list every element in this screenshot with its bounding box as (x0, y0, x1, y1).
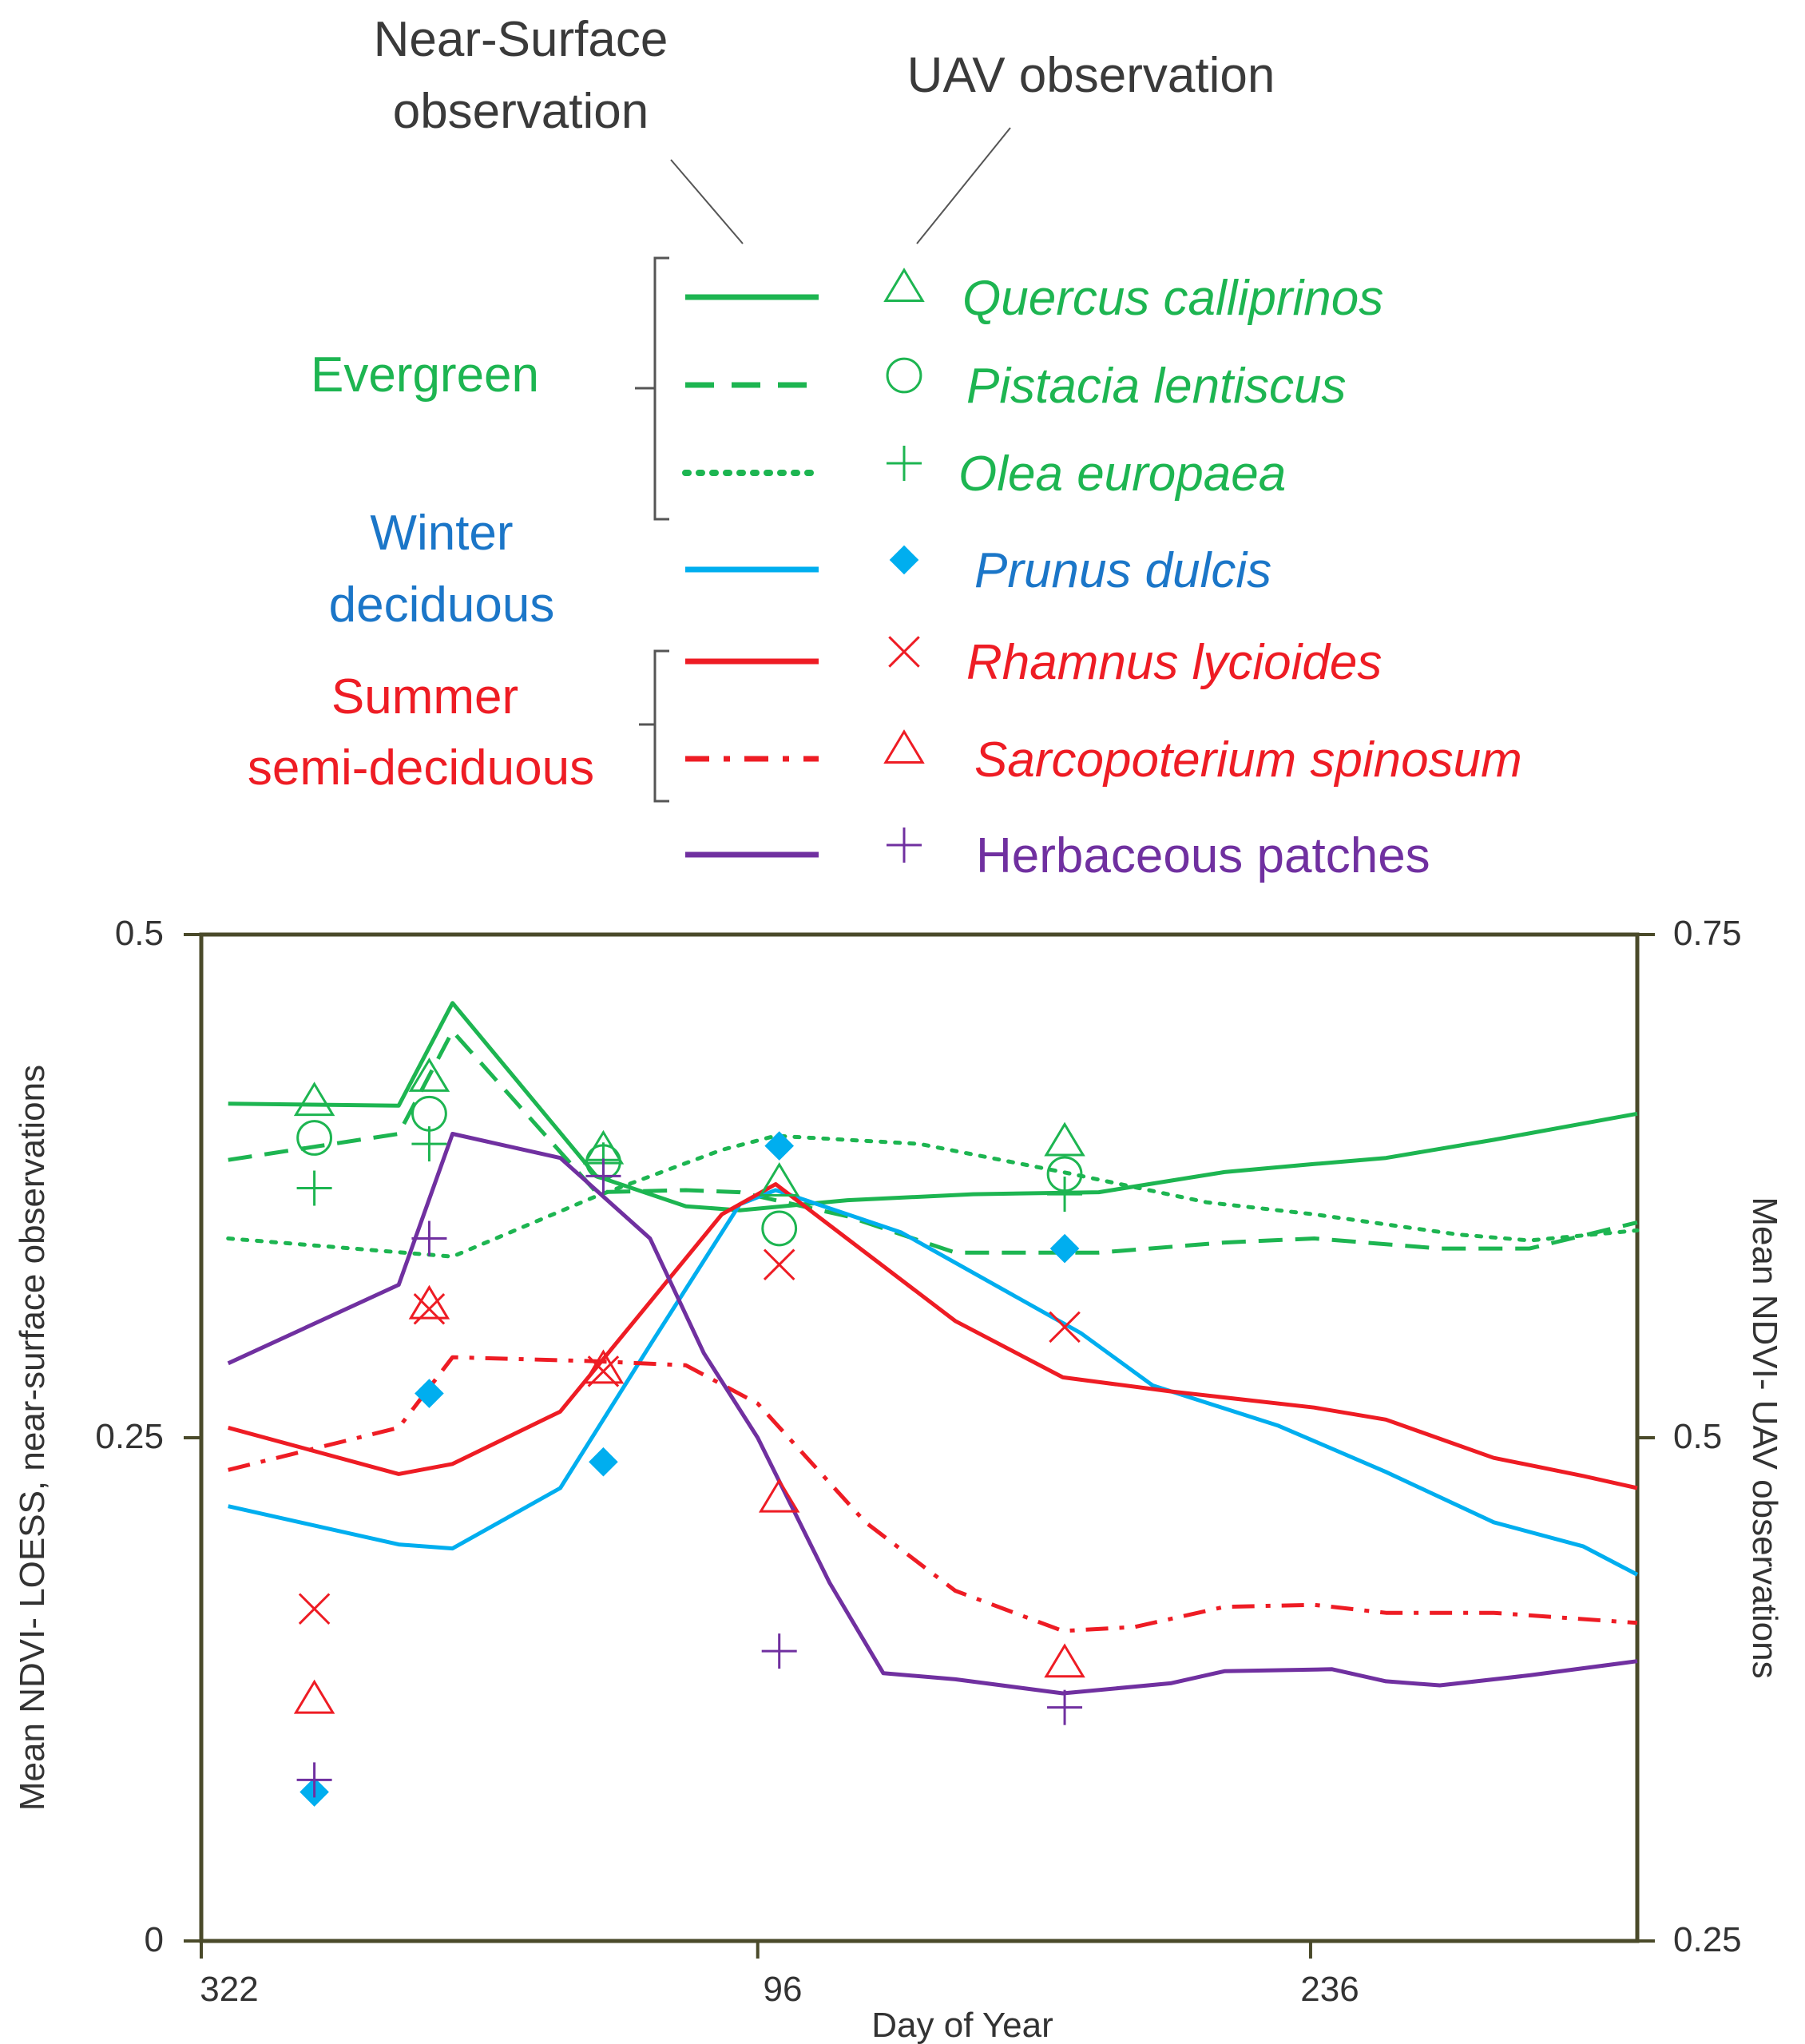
y-tick-label-0.5: 0.5 (115, 914, 164, 953)
summer-bracket (639, 649, 669, 803)
group-label-summer-line1: Summer (331, 669, 518, 724)
group-label-winter-line1: Winter (370, 506, 513, 561)
uav-point-olea-europaea-3 (1047, 1177, 1083, 1213)
uav-pointer (916, 127, 1011, 244)
legend-marker-pistacia-lentiscus (886, 357, 922, 394)
group-label-evergreen: Evergreen (311, 347, 539, 403)
legend: Near-Surface observation UAV observation… (248, 12, 1522, 883)
plot-area: 0 0.25 0.5 0.25 0.5 0.75 322 96 236 Day … (13, 914, 1784, 2044)
series-line-herbaceous-patches (227, 1132, 1638, 1696)
uav-point-prunus-dulcis-4 (1049, 1233, 1080, 1264)
uav-point-sarcopoterium-spinosum-2 (582, 1349, 625, 1384)
uav-point-sarcopoterium-spinosum-3 (758, 1478, 800, 1513)
uav-point-rhamnus-lycioides-3 (763, 1248, 795, 1281)
legend-label-pistacia-lentiscus: Pistacia lentiscus (966, 359, 1347, 414)
group-label-summer-line2: semi-deciduous (248, 740, 594, 796)
uav-point-sarcopoterium-spinosum-1 (408, 1284, 450, 1320)
near-surface-header-line1: Near-Surface (374, 12, 668, 67)
uav-point-rhamnus-lycioides-0 (298, 1593, 331, 1625)
legend-marker-herbaceous-patches (887, 828, 922, 863)
series-lines (226, 1001, 1640, 1696)
y2-tick-label-0.75: 0.75 (1673, 914, 1742, 953)
uav-point-quercus-calliprinos-0 (293, 1082, 335, 1117)
series-line-rhamnus-lycioides (228, 1182, 1638, 1490)
evergreen-bracket (635, 256, 669, 521)
uav-point-herbaceous-patches-2 (585, 1158, 621, 1194)
uav-point-pistacia-lentiscus-1 (411, 1095, 447, 1132)
legend-label-quercus-calliprinos: Quercus calliprinos (962, 271, 1383, 326)
uav-header: UAV observation (907, 48, 1275, 103)
uav-point-prunus-dulcis-1 (415, 1379, 444, 1408)
legend-marker-quercus-calliprinos (883, 268, 925, 302)
series-line-prunus-dulcis (228, 1188, 1639, 1577)
uav-point-sarcopoterium-spinosum-4 (1044, 1643, 1085, 1678)
plot-frame (199, 932, 1640, 1943)
uav-point-pistacia-lentiscus-3 (761, 1210, 798, 1247)
y2-tick-label-0.25: 0.25 (1673, 1920, 1742, 1959)
near-surface-pointer (670, 159, 744, 244)
legend-label-olea-europaea: Olea europaea (958, 447, 1286, 502)
uav-point-herbaceous-patches-4 (1047, 1689, 1083, 1725)
uav-point-sarcopoterium-spinosum-0 (293, 1679, 335, 1714)
y-axis-title: Mean NDVI- LOESS, near-surface observati… (13, 1065, 52, 1811)
uav-point-quercus-calliprinos-3 (758, 1162, 800, 1197)
y-tick-label-0: 0 (145, 1920, 164, 1959)
uav-point-rhamnus-lycioides-4 (1049, 1311, 1081, 1343)
near-surface-header-line2: observation (393, 84, 649, 139)
legend-label-herbaceous-patches: Herbaceous patches (976, 828, 1430, 883)
x-tick-label-96: 96 (764, 1970, 803, 2009)
y2-tick-label-0.5: 0.5 (1673, 1417, 1722, 1456)
uav-point-prunus-dulcis-3 (764, 1131, 795, 1161)
legend-label-sarcopoterium-spinosum: Sarcopoterium spinosum (974, 732, 1522, 788)
x-axis-title: Day of Year (871, 2006, 1053, 2044)
uav-point-prunus-dulcis-2 (589, 1447, 618, 1477)
legend-marker-prunus-dulcis (889, 545, 919, 575)
x-tick-label-236: 236 (1300, 1970, 1359, 2009)
uav-point-olea-europaea-1 (411, 1126, 447, 1162)
series-line-quercus-calliprinos (228, 1001, 1638, 1213)
uav-point-quercus-calliprinos-4 (1044, 1121, 1085, 1157)
uav-point-quercus-calliprinos-1 (408, 1058, 450, 1092)
uav-point-herbaceous-patches-0 (296, 1762, 332, 1798)
uav-point-rhamnus-lycioides-2 (587, 1355, 620, 1387)
y2-axis-title: Mean NDVI- UAV observations (1745, 1197, 1784, 1678)
axis-ticks (184, 933, 1655, 1959)
legend-label-rhamnus-lycioides: Rhamnus lycioides (966, 635, 1382, 690)
series-line-pistacia-lentiscus (228, 1029, 1638, 1255)
legend-marker-sarcopoterium-spinosum (883, 729, 925, 764)
legend-marker-rhamnus-lycioides (888, 636, 920, 668)
series-markers (293, 1058, 1085, 1807)
legend-label-prunus-dulcis: Prunus dulcis (974, 543, 1271, 598)
legend-marker-olea-europaea (887, 446, 922, 481)
group-label-winter-line2: deciduous (329, 577, 555, 633)
uav-point-rhamnus-lycioides-1 (413, 1292, 446, 1325)
uav-point-herbaceous-patches-3 (761, 1633, 797, 1669)
uav-point-olea-europaea-0 (296, 1170, 332, 1206)
uav-point-herbaceous-patches-1 (411, 1220, 447, 1256)
x-tick-label-322: 322 (200, 1970, 258, 2009)
y-tick-label-0.25: 0.25 (95, 1417, 164, 1456)
uav-point-pistacia-lentiscus-0 (296, 1120, 332, 1156)
series-line-sarcopoterium-spinosum (228, 1355, 1638, 1633)
legend-rows: Quercus calliprinos Pistacia lentiscus Ole… (682, 268, 1522, 883)
